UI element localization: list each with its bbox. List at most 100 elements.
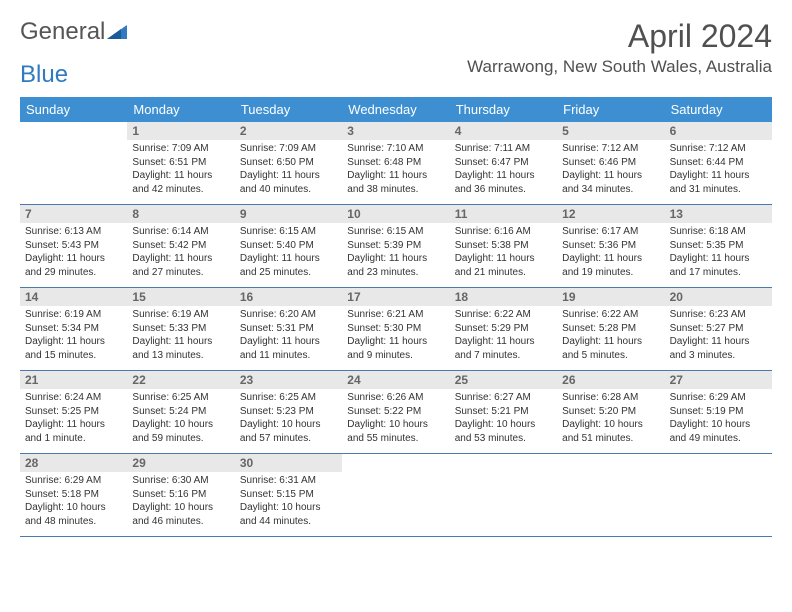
daylight-line: Daylight: 10 hours and 51 minutes. [562,418,659,445]
day-cell: 2Sunrise: 7:09 AMSunset: 6:50 PMDaylight… [235,122,342,204]
day-number: 15 [127,288,234,306]
day-number: 29 [127,454,234,472]
day-number: 18 [450,288,557,306]
sunrise-line: Sunrise: 6:17 AM [562,225,659,239]
sunset-line: Sunset: 5:28 PM [562,322,659,336]
sunset-line: Sunset: 5:39 PM [347,239,444,253]
sunset-line: Sunset: 5:31 PM [240,322,337,336]
day-number: 10 [342,205,449,223]
day-number: 23 [235,371,342,389]
day-details: Sunrise: 6:22 AMSunset: 5:28 PMDaylight:… [557,306,664,366]
daylight-line: Daylight: 11 hours and 25 minutes. [240,252,337,279]
day-details: Sunrise: 6:14 AMSunset: 5:42 PMDaylight:… [127,223,234,283]
logo-triangle-icon [107,23,129,41]
daylight-line: Daylight: 10 hours and 57 minutes. [240,418,337,445]
day-cell: 22Sunrise: 6:25 AMSunset: 5:24 PMDayligh… [127,371,234,453]
week-row: 21Sunrise: 6:24 AMSunset: 5:25 PMDayligh… [20,371,772,454]
daylight-line: Daylight: 11 hours and 7 minutes. [455,335,552,362]
sunrise-line: Sunrise: 6:22 AM [562,308,659,322]
sunrise-line: Sunrise: 6:28 AM [562,391,659,405]
day-cell: 25Sunrise: 6:27 AMSunset: 5:21 PMDayligh… [450,371,557,453]
sunset-line: Sunset: 5:33 PM [132,322,229,336]
daylight-line: Daylight: 10 hours and 44 minutes. [240,501,337,528]
sunset-line: Sunset: 5:34 PM [25,322,122,336]
day-cell: 16Sunrise: 6:20 AMSunset: 5:31 PMDayligh… [235,288,342,370]
sunset-line: Sunset: 5:21 PM [455,405,552,419]
daylight-line: Daylight: 11 hours and 42 minutes. [132,169,229,196]
sunset-line: Sunset: 5:38 PM [455,239,552,253]
empty-cell [557,454,664,536]
sunrise-line: Sunrise: 6:16 AM [455,225,552,239]
day-number: 26 [557,371,664,389]
sunrise-line: Sunrise: 6:24 AM [25,391,122,405]
day-number: 19 [557,288,664,306]
daylight-line: Daylight: 10 hours and 48 minutes. [25,501,122,528]
day-number: 7 [20,205,127,223]
day-number: 30 [235,454,342,472]
day-details: Sunrise: 7:09 AMSunset: 6:50 PMDaylight:… [235,140,342,200]
day-details: Sunrise: 6:13 AMSunset: 5:43 PMDaylight:… [20,223,127,283]
day-details: Sunrise: 6:18 AMSunset: 5:35 PMDaylight:… [665,223,772,283]
day-header: Friday [557,97,664,122]
day-details: Sunrise: 6:19 AMSunset: 5:34 PMDaylight:… [20,306,127,366]
day-details: Sunrise: 6:20 AMSunset: 5:31 PMDaylight:… [235,306,342,366]
sunrise-line: Sunrise: 6:14 AM [132,225,229,239]
sunset-line: Sunset: 6:44 PM [670,156,767,170]
day-cell: 29Sunrise: 6:30 AMSunset: 5:16 PMDayligh… [127,454,234,536]
day-number: 28 [20,454,127,472]
sunrise-line: Sunrise: 6:15 AM [347,225,444,239]
daylight-line: Daylight: 10 hours and 53 minutes. [455,418,552,445]
daylight-line: Daylight: 11 hours and 38 minutes. [347,169,444,196]
day-number: 24 [342,371,449,389]
day-cell: 12Sunrise: 6:17 AMSunset: 5:36 PMDayligh… [557,205,664,287]
day-cell: 21Sunrise: 6:24 AMSunset: 5:25 PMDayligh… [20,371,127,453]
sunset-line: Sunset: 5:36 PM [562,239,659,253]
day-cell: 11Sunrise: 6:16 AMSunset: 5:38 PMDayligh… [450,205,557,287]
sunrise-line: Sunrise: 6:15 AM [240,225,337,239]
daylight-line: Daylight: 11 hours and 5 minutes. [562,335,659,362]
day-details: Sunrise: 6:28 AMSunset: 5:20 PMDaylight:… [557,389,664,449]
daylight-line: Daylight: 11 hours and 27 minutes. [132,252,229,279]
sunset-line: Sunset: 6:46 PM [562,156,659,170]
day-number: 12 [557,205,664,223]
sunset-line: Sunset: 5:24 PM [132,405,229,419]
sunset-line: Sunset: 6:51 PM [132,156,229,170]
day-details: Sunrise: 6:27 AMSunset: 5:21 PMDaylight:… [450,389,557,449]
sunrise-line: Sunrise: 7:09 AM [132,142,229,156]
sunrise-line: Sunrise: 6:13 AM [25,225,122,239]
sunrise-line: Sunrise: 7:11 AM [455,142,552,156]
sunset-line: Sunset: 5:18 PM [25,488,122,502]
day-details: Sunrise: 6:15 AMSunset: 5:40 PMDaylight:… [235,223,342,283]
sunset-line: Sunset: 5:43 PM [25,239,122,253]
sunrise-line: Sunrise: 6:19 AM [132,308,229,322]
day-number: 13 [665,205,772,223]
day-cell: 10Sunrise: 6:15 AMSunset: 5:39 PMDayligh… [342,205,449,287]
day-number: 1 [127,122,234,140]
day-details: Sunrise: 6:25 AMSunset: 5:23 PMDaylight:… [235,389,342,449]
day-header: Tuesday [235,97,342,122]
day-number: 3 [342,122,449,140]
day-cell: 18Sunrise: 6:22 AMSunset: 5:29 PMDayligh… [450,288,557,370]
day-details: Sunrise: 6:15 AMSunset: 5:39 PMDaylight:… [342,223,449,283]
sunset-line: Sunset: 5:35 PM [670,239,767,253]
daylight-line: Daylight: 11 hours and 29 minutes. [25,252,122,279]
day-details: Sunrise: 7:11 AMSunset: 6:47 PMDaylight:… [450,140,557,200]
day-cell: 30Sunrise: 6:31 AMSunset: 5:15 PMDayligh… [235,454,342,536]
day-details: Sunrise: 7:10 AMSunset: 6:48 PMDaylight:… [342,140,449,200]
daylight-line: Daylight: 11 hours and 13 minutes. [132,335,229,362]
day-details: Sunrise: 6:30 AMSunset: 5:16 PMDaylight:… [127,472,234,532]
sunset-line: Sunset: 5:40 PM [240,239,337,253]
logo-text-blue: Blue [20,61,68,89]
sunrise-line: Sunrise: 6:25 AM [132,391,229,405]
sunrise-line: Sunrise: 6:27 AM [455,391,552,405]
daylight-line: Daylight: 11 hours and 9 minutes. [347,335,444,362]
sunrise-line: Sunrise: 6:20 AM [240,308,337,322]
day-cell: 28Sunrise: 6:29 AMSunset: 5:18 PMDayligh… [20,454,127,536]
day-cell: 6Sunrise: 7:12 AMSunset: 6:44 PMDaylight… [665,122,772,204]
day-details: Sunrise: 6:23 AMSunset: 5:27 PMDaylight:… [665,306,772,366]
daylight-line: Daylight: 11 hours and 15 minutes. [25,335,122,362]
day-cell: 8Sunrise: 6:14 AMSunset: 5:42 PMDaylight… [127,205,234,287]
day-number: 8 [127,205,234,223]
sunset-line: Sunset: 5:23 PM [240,405,337,419]
sunrise-line: Sunrise: 6:22 AM [455,308,552,322]
